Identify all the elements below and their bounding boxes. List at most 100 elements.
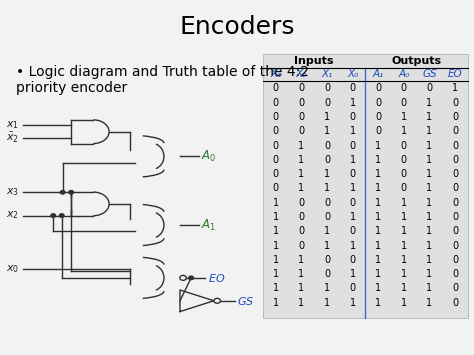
Text: 0: 0 — [324, 83, 330, 93]
Text: 0: 0 — [452, 212, 458, 222]
Text: 0: 0 — [452, 298, 458, 308]
Text: 1: 1 — [375, 241, 381, 251]
Text: 0: 0 — [401, 141, 407, 151]
Text: 0: 0 — [273, 141, 279, 151]
Text: 1: 1 — [349, 155, 356, 165]
Text: 0: 0 — [298, 212, 304, 222]
Text: EO: EO — [448, 69, 463, 79]
Circle shape — [51, 214, 55, 217]
Text: 1: 1 — [427, 184, 433, 193]
Text: $x_3$: $x_3$ — [6, 186, 19, 198]
Text: 0: 0 — [452, 226, 458, 236]
Text: 1: 1 — [427, 269, 433, 279]
Text: 1: 1 — [375, 255, 381, 265]
Text: Outputs: Outputs — [392, 56, 442, 66]
Text: 1: 1 — [349, 126, 356, 136]
Text: 0: 0 — [452, 141, 458, 151]
Text: 0: 0 — [452, 198, 458, 208]
Text: 1: 1 — [375, 141, 381, 151]
Text: 0: 0 — [401, 184, 407, 193]
Text: 1: 1 — [427, 212, 433, 222]
Text: 0: 0 — [273, 112, 279, 122]
Text: 0: 0 — [298, 198, 304, 208]
Text: 0: 0 — [273, 169, 279, 179]
Text: 1: 1 — [324, 283, 330, 293]
Text: $\bar{x}_2$: $\bar{x}_2$ — [6, 131, 19, 145]
Text: 1: 1 — [375, 269, 381, 279]
Text: 1: 1 — [298, 255, 304, 265]
Circle shape — [60, 191, 65, 194]
Text: 1: 1 — [427, 241, 433, 251]
Text: X₀: X₀ — [347, 69, 358, 79]
Text: 1: 1 — [375, 226, 381, 236]
Text: 0: 0 — [349, 255, 356, 265]
Text: 0: 0 — [452, 155, 458, 165]
Text: 0: 0 — [375, 83, 381, 93]
Text: 1: 1 — [324, 226, 330, 236]
Text: 0: 0 — [349, 112, 356, 122]
Text: 1: 1 — [427, 226, 433, 236]
Text: 0: 0 — [298, 126, 304, 136]
Text: 0: 0 — [452, 98, 458, 108]
Circle shape — [189, 276, 193, 280]
Text: 0: 0 — [324, 155, 330, 165]
Text: 1: 1 — [401, 241, 407, 251]
Text: 1: 1 — [401, 126, 407, 136]
Text: 1: 1 — [324, 169, 330, 179]
Text: 0: 0 — [452, 184, 458, 193]
Text: $x_2$: $x_2$ — [6, 210, 19, 222]
Text: 1: 1 — [401, 269, 407, 279]
Text: 1: 1 — [324, 298, 330, 308]
Text: $x_1$: $x_1$ — [6, 119, 19, 131]
Text: 0: 0 — [324, 198, 330, 208]
Text: 0: 0 — [324, 98, 330, 108]
Text: 0: 0 — [298, 83, 304, 93]
Text: 1: 1 — [298, 169, 304, 179]
Text: 1: 1 — [324, 241, 330, 251]
Text: 0: 0 — [401, 169, 407, 179]
Text: 0: 0 — [349, 198, 356, 208]
Text: $A_1$: $A_1$ — [201, 218, 216, 233]
Text: 1: 1 — [375, 169, 381, 179]
Text: 0: 0 — [452, 126, 458, 136]
Text: $EO$: $EO$ — [208, 272, 225, 284]
Text: 0: 0 — [349, 283, 356, 293]
Text: 0: 0 — [401, 83, 407, 93]
Text: X₁: X₁ — [321, 69, 333, 79]
Text: 1: 1 — [427, 155, 433, 165]
Text: 0: 0 — [452, 269, 458, 279]
Text: 1: 1 — [375, 283, 381, 293]
Text: 1: 1 — [324, 112, 330, 122]
Text: $A_0$: $A_0$ — [201, 149, 216, 164]
Text: 1: 1 — [427, 126, 433, 136]
Text: 0: 0 — [401, 98, 407, 108]
Text: 1: 1 — [375, 184, 381, 193]
Text: 1: 1 — [349, 241, 356, 251]
Text: 1: 1 — [427, 112, 433, 122]
Text: 1: 1 — [298, 141, 304, 151]
Text: 1: 1 — [298, 155, 304, 165]
Text: 1: 1 — [298, 269, 304, 279]
Circle shape — [59, 214, 64, 217]
Text: 0: 0 — [273, 155, 279, 165]
Text: 1: 1 — [375, 155, 381, 165]
Text: A₀: A₀ — [398, 69, 410, 79]
Text: 0: 0 — [452, 241, 458, 251]
Text: 1: 1 — [349, 298, 356, 308]
Text: 0: 0 — [349, 83, 356, 93]
Text: 0: 0 — [324, 141, 330, 151]
Text: 0: 0 — [452, 112, 458, 122]
Text: GS: GS — [422, 69, 437, 79]
Text: 1: 1 — [427, 98, 433, 108]
Text: 1: 1 — [349, 269, 356, 279]
Text: 0: 0 — [349, 169, 356, 179]
Text: Encoders: Encoders — [179, 16, 295, 39]
Text: 1: 1 — [427, 141, 433, 151]
Text: $GS$: $GS$ — [237, 295, 255, 307]
Text: 0: 0 — [324, 255, 330, 265]
Text: 1: 1 — [349, 184, 356, 193]
Text: 1: 1 — [427, 255, 433, 265]
Text: 0: 0 — [298, 226, 304, 236]
Text: 1: 1 — [298, 184, 304, 193]
Text: $x_0$: $x_0$ — [6, 263, 19, 275]
